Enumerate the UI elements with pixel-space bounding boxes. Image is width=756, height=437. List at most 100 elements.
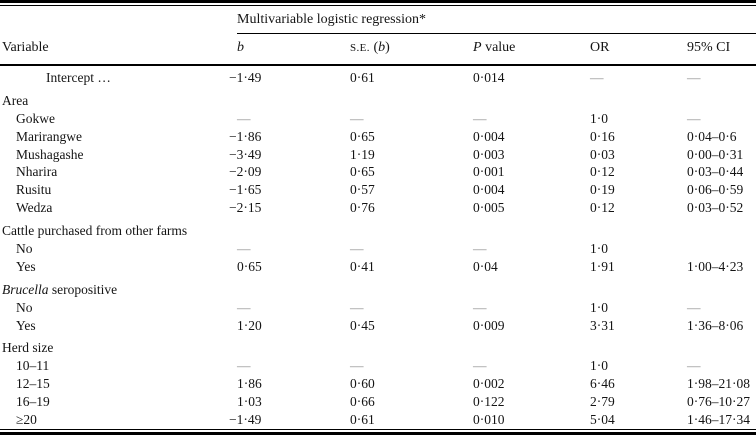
cell-or: 5·04: [590, 412, 615, 428]
row-label: Yes: [16, 317, 36, 333]
cell-se: —: [350, 358, 364, 374]
cell-or: 0·12: [590, 164, 615, 180]
table-body: Intercept … −1·49 0·61 0·014 — — Area Go…: [0, 66, 756, 429]
cell-or: —: [590, 70, 604, 85]
cell-se: —: [350, 110, 364, 126]
col-header-pvalue: P value: [473, 40, 516, 55]
row-label: Gokwe: [16, 110, 55, 126]
cell-b: −1·65: [229, 182, 262, 198]
table-row: 10–11 — — — 1·0 —: [0, 357, 756, 375]
cell-ci: 0·06–0·59: [687, 182, 744, 198]
cell-or: 1·0: [590, 358, 608, 374]
cell-p: 0·002: [473, 376, 505, 392]
cell-ci: [687, 240, 756, 258]
cell-or: 0·03: [590, 146, 615, 162]
cell-or: 0·12: [590, 200, 615, 216]
cell-or: 0·16: [590, 128, 615, 144]
cell-ci: 0·04–0·6: [687, 128, 737, 144]
cell-b: 1·86: [237, 376, 262, 392]
group-row-herd-size: Herd size: [0, 339, 756, 357]
table-row: 12–15 1·86 0·60 0·002 6·46 1·98–21·08: [0, 375, 756, 393]
row-label: 12–15: [16, 376, 50, 392]
cell-p: —: [473, 299, 487, 315]
cell-se: 0·61: [350, 70, 375, 85]
cell-or: 2·79: [590, 394, 615, 410]
bottom-double-rule: [0, 428, 756, 436]
cell-se: 1·19: [350, 146, 375, 162]
cell-b: −2·15: [229, 200, 262, 216]
cell-se: 0·45: [350, 317, 375, 333]
col-header-b: b: [237, 40, 244, 55]
cell-p: 0·001: [473, 164, 505, 180]
group-row-cattle-purchased: Cattle purchased from other farms: [0, 222, 756, 240]
table-row: 16–19 1·03 0·66 0·122 2·79 0·76–10·27: [0, 393, 756, 411]
cell-se: —: [350, 299, 364, 315]
cell-or: 1·0: [590, 299, 608, 315]
table-row: Nharira −2·09 0·65 0·001 0·12 0·03–0·44: [0, 163, 756, 181]
cell-se: 0·65: [350, 164, 375, 180]
spanner-header: Multivariable logistic regression*: [237, 6, 756, 34]
cell-ci: —: [687, 110, 701, 126]
cell-b: —: [237, 299, 251, 315]
row-label: Mushagashe: [16, 146, 84, 162]
cell-p: —: [473, 358, 487, 374]
cell-p: 0·009: [473, 317, 505, 333]
cell-se: 0·66: [350, 394, 375, 410]
row-label: ≥20: [16, 412, 37, 428]
cell-se: 0·61: [350, 412, 375, 428]
row-label: Intercept …: [46, 70, 111, 85]
cell-b: −3·49: [229, 146, 262, 162]
cell-se: 0·60: [350, 376, 375, 392]
cell-p: 0·04: [473, 258, 498, 274]
group-row-area: Area: [0, 92, 756, 110]
cell-b: 1·20: [237, 317, 262, 333]
cell-se: —: [350, 241, 364, 257]
cell-ci: 0·00–0·31: [687, 146, 744, 162]
cell-se: 0·41: [350, 258, 375, 274]
cell-ci: —: [687, 70, 701, 85]
cell-p: —: [473, 110, 487, 126]
cell-or: 1·0: [590, 110, 608, 126]
table-row: Gokwe — — — 1·0 —: [0, 110, 756, 128]
col-header-se: S.E. (b): [350, 40, 390, 55]
col-header-or: OR: [590, 40, 610, 55]
group-label: Cattle purchased from other farms: [2, 223, 188, 239]
cell-ci: —: [687, 299, 701, 315]
row-label: No: [16, 241, 33, 257]
cell-ci: 0·03–0·52: [687, 200, 744, 216]
table-row-intercept: Intercept … −1·49 0·61 0·014 — —: [0, 69, 756, 87]
cell-ci: 1·36–8·06: [687, 317, 744, 333]
row-label: No: [16, 299, 33, 315]
cell-se: 0·76: [350, 200, 375, 216]
row-label: Wedza: [16, 200, 53, 216]
table-row: Marirangwe −1·86 0·65 0·004 0·16 0·04–0·…: [0, 128, 756, 146]
group-label: Brucella seropositive: [2, 281, 118, 297]
cell-b: −1·49: [229, 412, 262, 428]
cell-p: 0·014: [473, 70, 505, 85]
cell-ci: 1·46–17·34: [687, 412, 750, 428]
col-header-ci: 95% CI: [687, 40, 731, 55]
row-label: 16–19: [16, 394, 50, 410]
cell-b: —: [237, 241, 251, 257]
table-row: Rusitu −1·65 0·57 0·004 0·19 0·06–0·59: [0, 181, 756, 199]
cell-se: 0·65: [350, 128, 375, 144]
row-label: Yes: [16, 258, 36, 274]
cell-ci: —: [687, 358, 701, 374]
table-row: Wedza −2·15 0·76 0·005 0·12 0·03–0·52: [0, 199, 756, 217]
cell-p: —: [473, 241, 487, 257]
cell-p: 0·004: [473, 182, 505, 198]
cell-p: 0·005: [473, 200, 505, 216]
cell-p: 0·010: [473, 412, 505, 428]
cell-or: 6·46: [590, 376, 615, 392]
cell-b: —: [237, 358, 251, 374]
row-label: Marirangwe: [16, 128, 82, 144]
cell-or: 0·19: [590, 182, 615, 198]
table-row: Yes 1·20 0·45 0·009 3·31 1·36–8·06: [0, 317, 756, 335]
cell-or: 1·91: [590, 258, 615, 274]
cell-b: 0·65: [237, 258, 262, 274]
col-header-variable: Variable: [2, 40, 49, 55]
table-row: Yes 0·65 0·41 0·04 1·91 1·00–4·23: [0, 258, 756, 276]
cell-p: 0·004: [473, 128, 505, 144]
cell-or: 3·31: [590, 317, 615, 333]
